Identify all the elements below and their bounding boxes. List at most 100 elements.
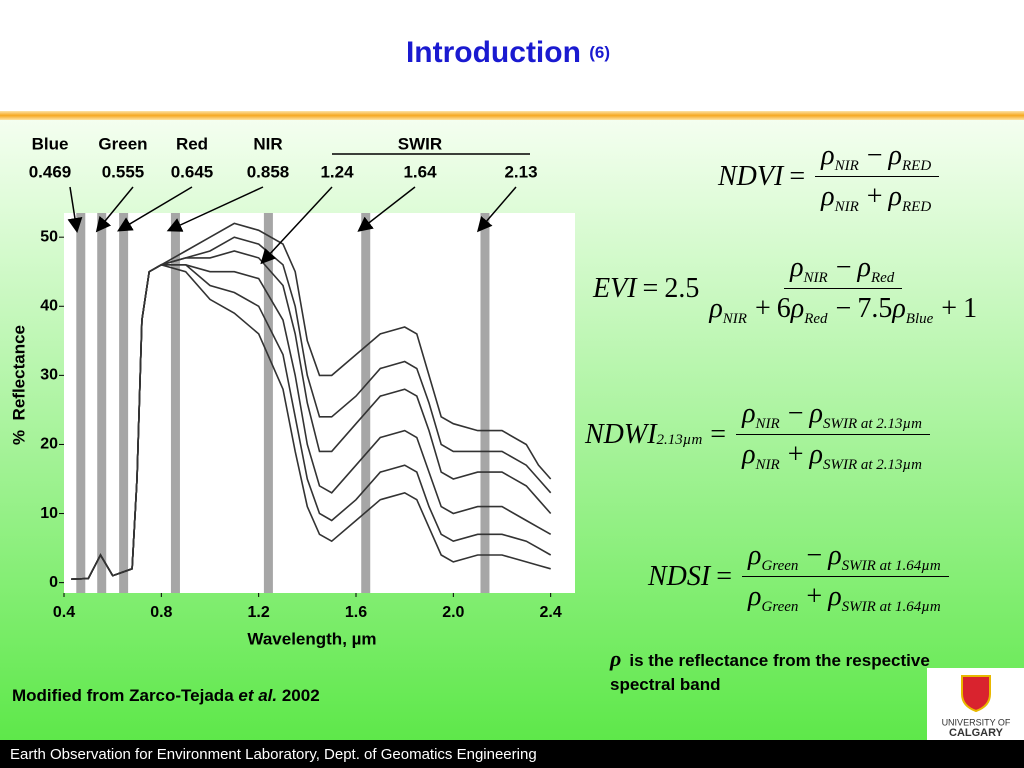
x-tick-label: 1.6 (345, 604, 367, 621)
subscript: NIR (722, 311, 747, 327)
band-name: Blue (32, 134, 69, 153)
subscript: SWIR at 1.64µm (841, 558, 941, 574)
symbol: 7.5 (857, 293, 893, 324)
title-suffix: (6) (589, 43, 610, 62)
logo-shield (961, 675, 991, 713)
band-wavelength: 0.858 (247, 162, 290, 181)
subscript: 2.13µm (656, 432, 703, 448)
equation: NDWI 2.13µm = ρ NIR − ρ SWIR at 2.13µm ρ NIR + ρ SWI… (585, 398, 934, 473)
y-tick-label: 30 (40, 367, 58, 384)
fraction: ρ NIR − ρ RED ρ NIR + ρ RED (815, 140, 940, 215)
y-axis-label: % Reflectance (9, 325, 28, 445)
footer-bar (0, 740, 1024, 768)
operator: + (941, 293, 958, 324)
subscript: NIR (834, 158, 859, 174)
symbol: ρ (828, 581, 842, 612)
symbol: ρ (748, 581, 762, 612)
band-bar (119, 213, 129, 593)
fraction: ρ NIR − ρ SWIR at 2.13µm ρ NIR + ρ SWIR at 2.13µm (736, 398, 930, 473)
equals: = (789, 160, 806, 192)
symbol: ρ (709, 293, 723, 324)
equation: NDVI = ρ NIR − ρ RED ρ NIR + ρ RED (718, 140, 943, 215)
slide-title: Introduction (6) (406, 36, 610, 69)
band-arrow (477, 186, 517, 233)
operator: + (806, 581, 823, 612)
credit-year: 2002 (277, 686, 320, 705)
x-tick-label: 0.8 (150, 604, 172, 621)
symbol: EVI (593, 272, 637, 304)
subscript: Red (870, 270, 895, 286)
band-wavelength: 2.13 (504, 162, 537, 181)
band-bar (76, 213, 86, 593)
header-stripe (0, 111, 1024, 120)
operator: + (866, 181, 883, 212)
equation: NDSI = ρ Green − ρ SWIR at 1.64µm ρ Green + ρ SWIR … (648, 540, 953, 615)
equals: = (710, 418, 727, 450)
note-symbol: ρ (610, 646, 622, 671)
band-arrow (95, 186, 134, 233)
band-name: NIR (253, 134, 282, 153)
credit: Modified from Zarco-Tejada et al. 2002 (12, 686, 320, 706)
numerator: ρ NIR − ρ Red (784, 252, 903, 289)
band-wavelength: 0.645 (171, 162, 214, 181)
credit-italic: et al. (238, 686, 278, 705)
band-arrow (260, 186, 333, 265)
symbol: NDSI (648, 560, 711, 592)
fraction: ρ Green − ρ SWIR at 1.64µm ρ Green + ρ SWIR at 1.… (742, 540, 949, 615)
chart: 0 10 20 30 40 50 0.4 0.8 1.2 1.6 2.0 2.4 Wavelength,… (9, 134, 575, 648)
operator: − (787, 398, 804, 429)
fraction: ρ NIR − ρ Red ρ NIR +6 ρ Red −7.5 ρ Blue +1 (703, 252, 983, 327)
symbol: ρ (857, 252, 871, 283)
subscript: Red (804, 311, 828, 327)
equals: = (642, 272, 659, 304)
operator: − (835, 252, 852, 283)
subscript: NIR (834, 199, 859, 215)
operator: − (806, 540, 823, 571)
title-text: Introduction (406, 36, 581, 69)
symbol: ρ (892, 293, 906, 324)
operator: − (866, 140, 883, 171)
operator: + (754, 293, 771, 324)
subscript: SWIR at 2.13µm (822, 416, 922, 432)
denominator: ρ NIR +6 ρ Red −7.5 ρ Blue +1 (703, 289, 983, 327)
subscript: NIR (755, 457, 780, 473)
note-text: is the reflectance from the respective s… (610, 651, 930, 694)
symbol: ρ (790, 293, 805, 324)
band-bar (97, 213, 107, 593)
equals: = (716, 560, 733, 592)
y-tick-label: 0 (49, 574, 58, 591)
denominator: ρ Green + ρ SWIR at 1.64µm (742, 577, 949, 615)
y-tick-label: 10 (40, 505, 58, 522)
symbol: ρ (742, 398, 756, 429)
subscript: Green (761, 599, 799, 615)
band-arrow (357, 186, 416, 232)
swir-label: SWIR (398, 134, 442, 153)
band-bar (361, 213, 371, 593)
band-bar (263, 213, 273, 593)
symbol: ρ (742, 439, 756, 470)
symbol: 6 (776, 293, 791, 324)
band-wavelength: 1.64 (403, 162, 437, 181)
x-tick-label: 0.4 (53, 604, 75, 621)
band-arrow (117, 186, 193, 232)
numerator: ρ Green − ρ SWIR at 1.64µm (742, 540, 949, 577)
subscript: Green (761, 558, 799, 574)
symbol: ρ (748, 540, 762, 571)
credit-text: Modified from Zarco-Tejada (12, 686, 239, 705)
band-name: Green (98, 134, 147, 153)
x-tick-label: 2.4 (540, 604, 562, 621)
symbol: ρ (821, 181, 835, 212)
subscript: NIR (803, 270, 828, 286)
plot-area (64, 213, 575, 593)
subscript: RED (902, 158, 932, 174)
symbol: ρ (821, 140, 835, 171)
symbol: ρ (828, 540, 842, 571)
symbol: ρ (888, 181, 902, 212)
subscript: SWIR at 2.13µm (822, 457, 922, 473)
symbol: NDVI (718, 160, 784, 192)
coefficient: 2.5 (664, 272, 700, 304)
symbol: NDWI (585, 418, 657, 450)
operator: − (835, 293, 852, 324)
band-arrow (67, 186, 83, 233)
